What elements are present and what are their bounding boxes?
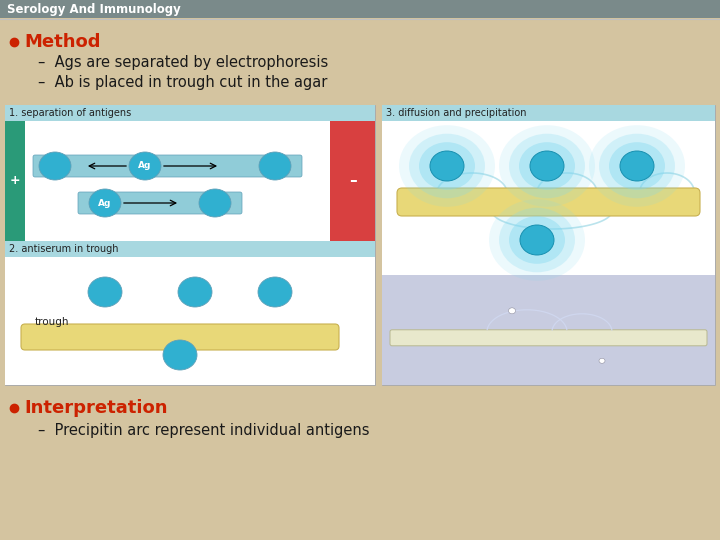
Text: 3. diffusion and precipitation: 3. diffusion and precipitation <box>386 108 526 118</box>
Ellipse shape <box>599 359 605 363</box>
Ellipse shape <box>409 134 485 198</box>
Text: –: – <box>349 173 357 188</box>
Text: –  Ab is placed in trough cut in the agar: – Ab is placed in trough cut in the agar <box>38 75 328 90</box>
Ellipse shape <box>589 125 685 207</box>
Ellipse shape <box>508 308 516 314</box>
Ellipse shape <box>520 225 554 255</box>
Ellipse shape <box>163 340 197 370</box>
Ellipse shape <box>259 152 291 180</box>
Ellipse shape <box>509 216 565 264</box>
Text: +: + <box>9 174 20 187</box>
Ellipse shape <box>419 142 475 190</box>
FancyBboxPatch shape <box>382 105 715 385</box>
Ellipse shape <box>499 125 595 207</box>
Text: 2. antiserum in trough: 2. antiserum in trough <box>9 244 119 254</box>
Ellipse shape <box>39 152 71 180</box>
FancyBboxPatch shape <box>382 105 715 121</box>
Ellipse shape <box>258 277 292 307</box>
Ellipse shape <box>599 134 675 198</box>
FancyBboxPatch shape <box>390 330 707 346</box>
Text: –  Precipitin arc represent individual antigens: – Precipitin arc represent individual an… <box>38 422 369 437</box>
Ellipse shape <box>509 134 585 198</box>
Ellipse shape <box>620 151 654 181</box>
FancyBboxPatch shape <box>25 121 330 241</box>
FancyBboxPatch shape <box>5 105 375 385</box>
FancyBboxPatch shape <box>33 155 302 177</box>
Text: Method: Method <box>24 33 101 51</box>
Text: trough: trough <box>35 317 70 327</box>
FancyBboxPatch shape <box>78 192 242 214</box>
FancyBboxPatch shape <box>382 275 715 385</box>
Ellipse shape <box>609 142 665 190</box>
Ellipse shape <box>519 142 575 190</box>
Ellipse shape <box>178 277 212 307</box>
FancyBboxPatch shape <box>21 324 339 350</box>
Text: 1. separation of antigens: 1. separation of antigens <box>9 108 131 118</box>
Text: Ag: Ag <box>138 161 152 171</box>
Ellipse shape <box>129 152 161 180</box>
Ellipse shape <box>399 125 495 207</box>
Ellipse shape <box>530 151 564 181</box>
Text: Serology And Immunology: Serology And Immunology <box>7 3 181 16</box>
FancyBboxPatch shape <box>330 121 375 241</box>
Ellipse shape <box>199 189 231 217</box>
Text: –  Ags are separated by electrophoresis: – Ags are separated by electrophoresis <box>38 56 328 71</box>
FancyBboxPatch shape <box>382 121 715 275</box>
FancyBboxPatch shape <box>5 241 375 257</box>
Ellipse shape <box>89 189 121 217</box>
Text: Interpretation: Interpretation <box>24 399 168 417</box>
FancyBboxPatch shape <box>5 257 375 385</box>
Ellipse shape <box>88 277 122 307</box>
FancyBboxPatch shape <box>397 188 700 216</box>
FancyBboxPatch shape <box>0 0 720 18</box>
FancyBboxPatch shape <box>5 105 375 121</box>
Ellipse shape <box>489 199 585 281</box>
Text: Ag: Ag <box>99 199 112 207</box>
Ellipse shape <box>499 208 575 272</box>
Ellipse shape <box>430 151 464 181</box>
FancyBboxPatch shape <box>5 121 25 241</box>
